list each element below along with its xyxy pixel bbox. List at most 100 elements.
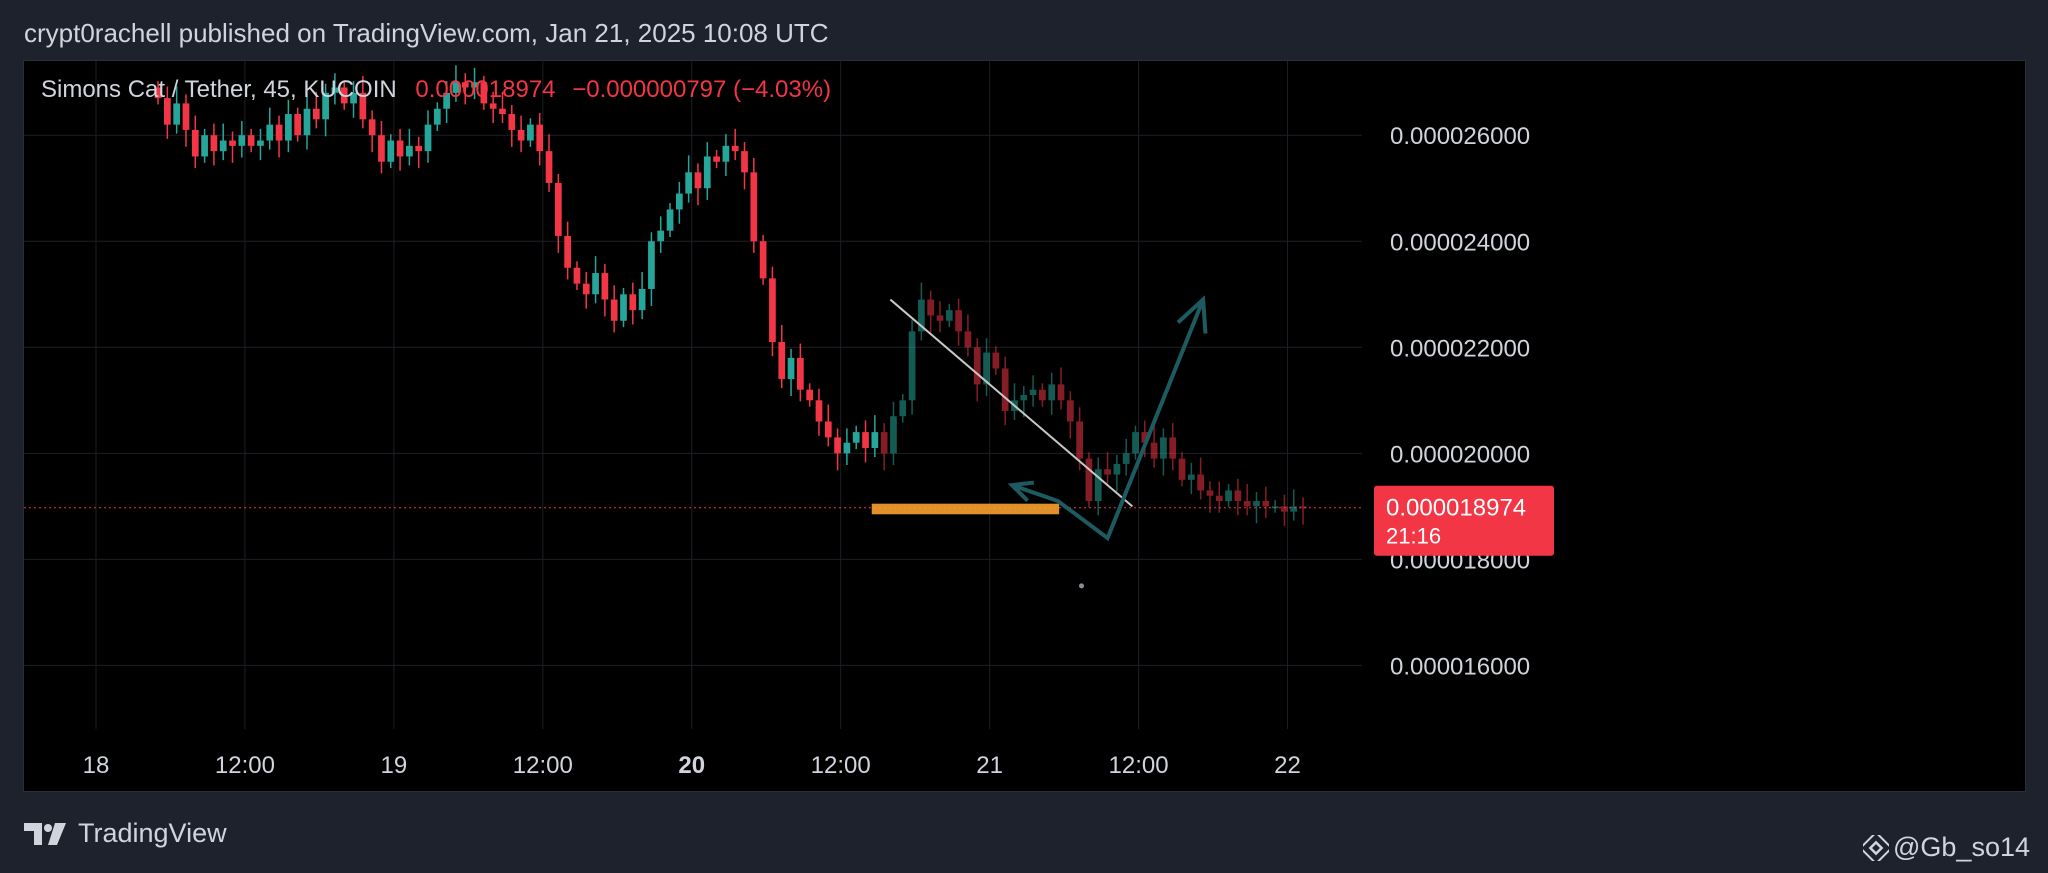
candle <box>396 128 404 171</box>
candle <box>527 118 534 147</box>
candle <box>787 348 795 397</box>
candle <box>1187 462 1195 495</box>
candle-body <box>545 151 553 183</box>
projection-path <box>1011 298 1205 542</box>
x-tick-label: 12:00 <box>513 752 573 779</box>
candle <box>545 134 553 192</box>
candle-body <box>1020 395 1028 401</box>
candle-body <box>164 98 171 125</box>
candle-body <box>1299 506 1307 509</box>
candle <box>331 73 339 105</box>
descending-trendline <box>889 298 1134 508</box>
candle-body <box>368 119 376 136</box>
candle <box>592 256 599 304</box>
candle-body <box>918 299 925 332</box>
candle-body <box>582 283 590 295</box>
candle-body <box>285 114 292 141</box>
candle <box>880 423 888 471</box>
candle <box>741 142 748 190</box>
candle <box>983 338 990 397</box>
candle-body <box>713 156 720 162</box>
candle <box>1066 391 1074 439</box>
candle-body <box>657 230 665 242</box>
candle-body <box>638 288 646 311</box>
candle <box>424 110 432 163</box>
tradingview-brand[interactable]: TradingView <box>24 818 227 849</box>
candle <box>340 81 348 110</box>
candle-body <box>1076 421 1083 459</box>
candle <box>750 158 758 253</box>
candle-body <box>1001 368 1009 411</box>
candle <box>666 203 674 238</box>
chart-frame[interactable]: 0.000026000 0.000024000 0.000022000 0.00002… <box>23 60 2026 792</box>
candle-body <box>1169 437 1177 459</box>
axes: 0.000026000 0.000024000 0.000022000 0.00002… <box>83 123 1531 779</box>
candle-body <box>787 357 795 380</box>
candle <box>247 128 255 153</box>
drawings[interactable] <box>871 295 1208 589</box>
candle <box>433 102 441 131</box>
candle <box>834 428 841 471</box>
y-tick-label: 0.000020000 <box>1390 441 1530 468</box>
candle-body <box>824 421 832 438</box>
candle <box>517 115 525 153</box>
candle-body <box>620 294 627 321</box>
candle <box>368 110 376 153</box>
candle-body <box>862 432 869 449</box>
candle-body <box>480 82 488 104</box>
candle-body <box>983 352 990 385</box>
candle-body <box>741 151 748 173</box>
author-handle[interactable]: @Gb_so14 <box>1863 832 2030 863</box>
candle <box>285 99 292 153</box>
candle-body <box>769 278 776 342</box>
candle <box>1150 425 1158 468</box>
candle <box>164 86 171 139</box>
candle <box>862 420 869 463</box>
x-tick-label: 12:00 <box>811 752 871 779</box>
candle-body <box>1160 437 1167 459</box>
candle <box>1141 420 1149 458</box>
binance-diamond-icon <box>1863 834 1889 861</box>
candle <box>657 216 665 253</box>
candle <box>406 128 413 166</box>
candle <box>378 120 385 174</box>
candle-body <box>312 108 320 120</box>
candle-body <box>154 87 162 99</box>
candle <box>1262 486 1270 518</box>
candle-body <box>750 172 758 242</box>
candle-body <box>536 124 544 152</box>
candle <box>703 142 711 200</box>
candle-body <box>945 310 953 321</box>
y-tick-label: 0.000026000 <box>1390 123 1530 150</box>
candle-body <box>1253 501 1260 507</box>
candle <box>1039 383 1046 407</box>
candle-body <box>229 140 236 146</box>
candle <box>638 272 646 320</box>
candle-body <box>219 140 227 152</box>
candle-body <box>1197 474 1204 491</box>
candle <box>294 107 302 142</box>
candle-body <box>294 114 302 136</box>
candle <box>461 73 469 105</box>
candle-body <box>1141 432 1149 443</box>
candle-body <box>461 82 469 88</box>
candle-body <box>601 273 609 300</box>
candle-body <box>452 82 460 93</box>
candle-body <box>927 299 935 316</box>
candles <box>154 65 1307 526</box>
candle <box>852 425 860 450</box>
brand-name: TradingView <box>78 818 227 848</box>
candle <box>806 383 814 407</box>
price-chart[interactable]: 0.000026000 0.000024000 0.000022000 0.00002… <box>24 61 2027 793</box>
candle-body <box>1281 506 1288 512</box>
candle <box>312 91 320 129</box>
candle-body <box>275 124 283 141</box>
candle-body <box>955 310 962 332</box>
candle <box>1290 489 1298 521</box>
symbol-legend: Simons Cat / Tether, 45, KUCOIN 0.000018… <box>41 76 831 103</box>
candle <box>582 272 590 309</box>
candle-body <box>499 108 506 115</box>
candle <box>1281 494 1288 526</box>
candle-body <box>471 82 478 88</box>
candle-body <box>703 156 711 189</box>
